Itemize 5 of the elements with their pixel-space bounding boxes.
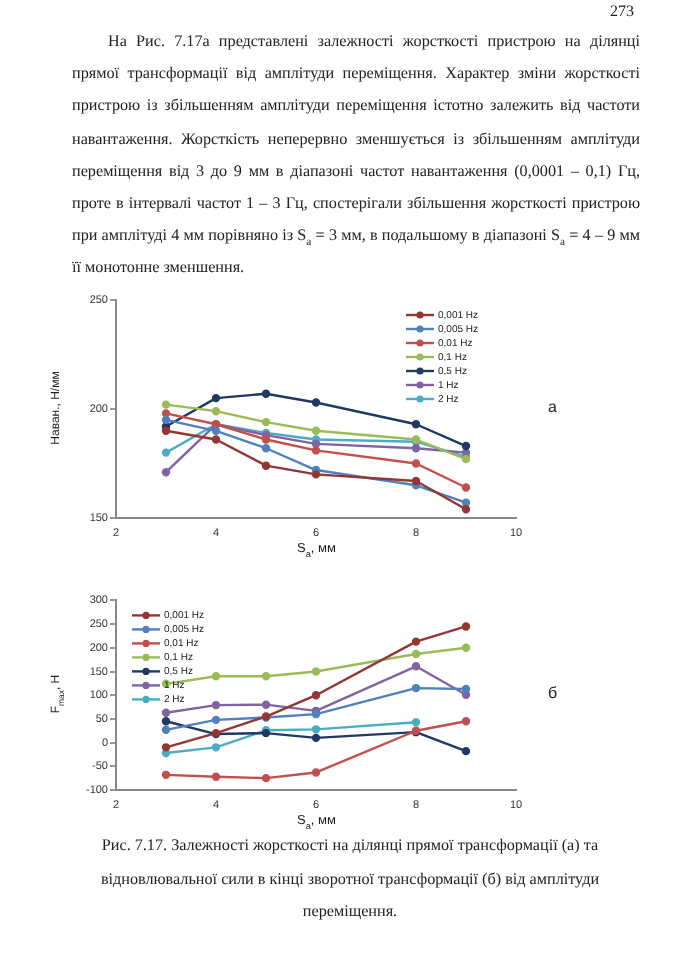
text: а xyxy=(548,397,557,415)
text: б xyxy=(548,683,558,702)
text: Рис. 7.17. Залежності жорсткості на ділянці прямої трансформації (а) та відновлювальної сили в кінці зворотної трансформації (б) від амплітуди переміщення. xyxy=(98,834,602,924)
text: На Рис. 7.17а представлені залежності жорсткості пристрою на ділянці прямої трансформації від амплітуди переміщення. Характер зміни жорсткості пристрою із збільшенням амплітуди переміщення істотно залежить від частоти навантаження. Жорсткість неперервно зменшується із збільшенням амплітуди переміщення від 3 до 9 мм в діапазоні частот навантаження (0,0001 – 0,1) Гц, проте в інтервалі частот 1 – 3 Гц, спостерігали збільшення жорсткості пристрою при амплітуді 4 мм порівняно із S$_{a}$ = 3 мм, в подальшому в діапазоні S$_{a}$ = 4 – 9 мм її монотонне зменшення. xyxy=(72,32,640,277)
text: 273 xyxy=(610,2,634,20)
